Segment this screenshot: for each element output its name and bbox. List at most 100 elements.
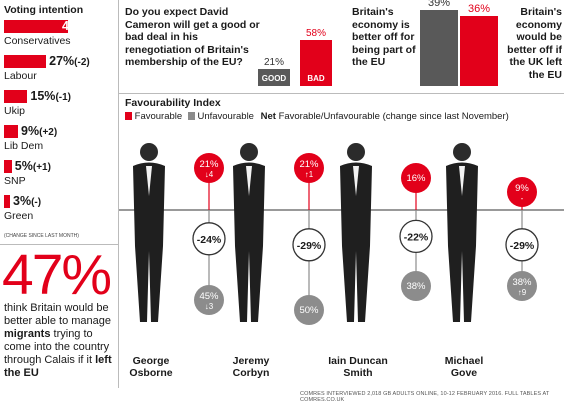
net-dot-label: -29% [510,240,535,252]
fav-dot-change: - [521,194,524,203]
favourability-chart: 21%↓445%↓3-24%21%↑150%-29%16%38%-22%9%-3… [119,143,564,325]
person-first-name: Michael [444,355,484,367]
unfav-dot-label: 45% [199,291,219,302]
fav-dot [507,177,537,207]
voting-row: 3%(-) Green [4,194,118,229]
fav-dot [194,153,224,183]
unfav-dot-label: 38% [406,281,426,292]
voting-value-number: 15% [30,89,56,103]
voting-value-number: 27% [49,54,75,68]
fav-dot-label: 21% [299,159,319,170]
voting-bar [4,55,47,68]
person-silhouette [233,143,265,322]
voting-value: 27%(-2) [49,54,90,68]
voting-bar [4,195,10,208]
unfav-dot-label: 50% [299,305,319,316]
person-name: Iain Duncan Smith [316,355,400,379]
voting-row: 27%(-2) Labour [4,54,118,89]
person-head [240,143,258,161]
fav-dot [401,163,431,193]
person-last-name: Osborne [129,367,173,379]
voting-party-label: Green [4,210,34,222]
person-body [446,162,478,322]
fav-dot-label: 9% [515,183,529,194]
voting-value: 15%(-1) [30,89,71,103]
unfav-dot-change: ↑9 [518,288,527,297]
deal-bar-good: GOOD [258,69,290,86]
voting-value-number: 9% [21,124,40,138]
voting-bar [4,125,19,138]
person-silhouette [340,143,372,322]
left-divider [0,244,118,245]
fav-dot-change: ↑1 [305,170,314,179]
voting-bar [4,160,12,173]
deal-bar-value: 58% [305,27,326,39]
voting-row: 15%(-1) Ukip [4,89,118,124]
net-dot-label: -29% [297,240,322,252]
deal-question: Do you expect David Cameron will get a g… [125,6,260,68]
economy-right-text: Britain's economy would be better off if… [507,6,562,81]
voting-party-label: SNP [4,175,26,187]
fav-dot-change: ↓4 [205,170,214,179]
voting-note: (CHANGE SINCE LAST MONTH) [4,233,79,239]
legend-net-label: Favorable/Unfavourable (change since las… [278,111,509,122]
voting-row: 5%(+1) SNP [4,159,118,194]
voting-value-change: (+1) [87,22,106,33]
migrants-text-mid: trying to come into the country through … [4,328,110,366]
person-name: George Osborne [109,355,193,379]
legend-fav-label: Favourable [134,111,183,122]
deal-bar-label: GOOD [261,73,287,83]
fav-dot-label: 21% [199,159,219,170]
person-shirt [146,166,152,196]
person-head [453,143,471,161]
economy-bar-value: 36% [467,2,491,15]
voting-value: 41%(+1) [62,19,105,33]
net-dot [192,222,226,256]
unfav-dot [401,271,431,301]
fav-dot-label: 16% [406,173,426,184]
voting-party-label: Labour [4,70,37,82]
deal-bar-bad: BAD [300,39,332,86]
person-silhouette [133,143,165,322]
voting-party-label: Lib Dem [4,140,44,152]
voting-title: Voting intention [4,4,84,16]
voting-value: 5%(+1) [15,159,51,173]
unfav-dot [294,295,324,325]
voting-row: 41%(+1) Conservatives [4,19,118,54]
migrants-big-number: 47% [2,243,112,307]
economy-bar-in [420,9,458,86]
deal-bar-value: 21% [263,57,284,69]
person-body [133,162,165,322]
person-last-name: Corbyn [232,367,270,379]
net-dot [399,219,433,254]
migrants-text-bold1: migrants [4,328,51,340]
person-body [340,162,372,322]
unfav-dot-change: ↓3 [205,302,214,311]
deal-bar-label: BAD [307,73,325,83]
voting-party-label: Conservatives [4,35,71,47]
person-first-name: George [132,355,170,367]
voting-value: 3%(-) [13,194,41,208]
legend-net-bold: Net [260,111,276,122]
person-shirt [459,166,465,196]
person-body [233,162,265,322]
voting-party-label: Ukip [4,105,26,117]
economy-bar-out [460,15,498,86]
unfav-dot [194,285,224,315]
net-dot-label: -24% [197,234,222,246]
fav-divider [119,93,564,94]
person-silhouette [446,143,478,322]
column-divider [118,0,119,388]
person-last-name: Gove [450,367,478,379]
net-dot [292,228,326,262]
voting-bar [4,90,28,103]
person-shirt [353,166,359,196]
legend-unfav-swatch [187,112,195,120]
fav-title: Favourability Index [125,97,221,109]
unfav-dot-label: 38% [512,277,532,288]
person-last-name: Smith [343,367,373,379]
voting-value-number: 5% [14,159,33,173]
economy-bar-value: 39% [427,0,451,9]
voting-value-change: (+2) [39,127,58,138]
voting-bar [4,20,68,33]
